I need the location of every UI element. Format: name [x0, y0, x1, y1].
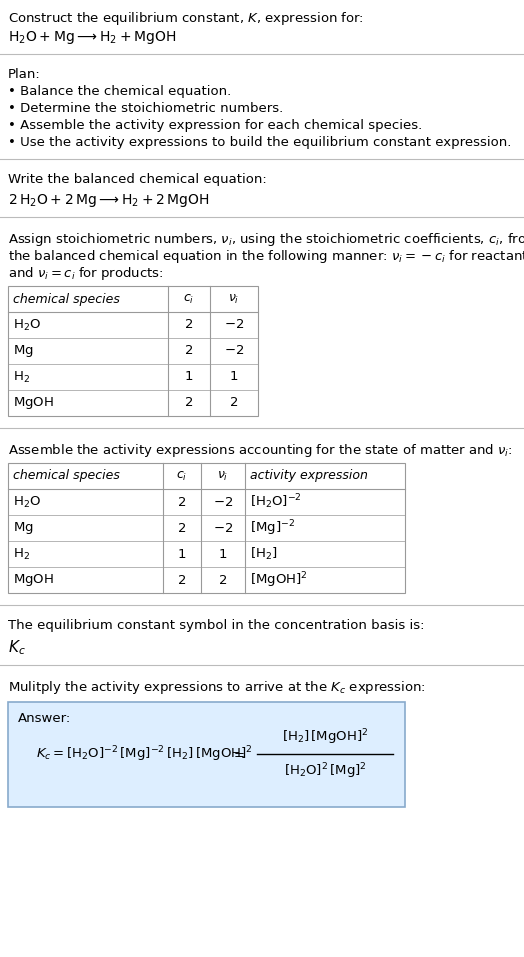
Text: $\mathrm{H_2O}$: $\mathrm{H_2O}$ [13, 318, 41, 332]
Text: $\mathrm{MgOH}$: $\mathrm{MgOH}$ [13, 572, 54, 588]
Text: Mulitply the activity expressions to arrive at the $K_c$ expression:: Mulitply the activity expressions to arr… [8, 679, 426, 696]
Text: $\mathrm{MgOH}$: $\mathrm{MgOH}$ [13, 395, 54, 411]
Text: 1: 1 [219, 547, 227, 561]
FancyBboxPatch shape [8, 702, 405, 807]
Text: Write the balanced chemical equation:: Write the balanced chemical equation: [8, 173, 267, 186]
Text: 1: 1 [185, 370, 193, 384]
Text: chemical species: chemical species [13, 470, 120, 482]
Text: the balanced chemical equation in the following manner: $\nu_i = -c_i$ for react: the balanced chemical equation in the fo… [8, 248, 524, 265]
Text: • Use the activity expressions to build the equilibrium constant expression.: • Use the activity expressions to build … [8, 136, 511, 149]
Text: $\mathrm{H_2O + Mg \longrightarrow H_2 + MgOH}$: $\mathrm{H_2O + Mg \longrightarrow H_2 +… [8, 29, 176, 46]
Text: $-2$: $-2$ [224, 345, 244, 358]
Text: $\mathrm{H_2}$: $\mathrm{H_2}$ [13, 369, 30, 385]
Text: The equilibrium constant symbol in the concentration basis is:: The equilibrium constant symbol in the c… [8, 619, 424, 632]
Text: $-2$: $-2$ [213, 522, 233, 535]
Text: $\nu_i$: $\nu_i$ [228, 293, 239, 305]
Text: 2: 2 [185, 396, 193, 410]
Text: 1: 1 [178, 547, 186, 561]
Text: and $\nu_i = c_i$ for products:: and $\nu_i = c_i$ for products: [8, 265, 163, 282]
Text: Answer:: Answer: [18, 712, 71, 725]
Text: $c_i$: $c_i$ [183, 293, 194, 305]
Text: Assign stoichiometric numbers, $\nu_i$, using the stoichiometric coefficients, $: Assign stoichiometric numbers, $\nu_i$, … [8, 231, 524, 248]
Text: $-2$: $-2$ [213, 496, 233, 508]
Text: $\mathrm{H_2}$: $\mathrm{H_2}$ [13, 546, 30, 562]
Text: $c_i$: $c_i$ [177, 470, 188, 482]
Text: $[\mathrm{Mg}]^{-2}$: $[\mathrm{Mg}]^{-2}$ [250, 518, 295, 538]
Text: $[\mathrm{H_2O}]^2\,[\mathrm{Mg}]^2$: $[\mathrm{H_2O}]^2\,[\mathrm{Mg}]^2$ [283, 761, 366, 781]
Text: $\mathrm{H_2O}$: $\mathrm{H_2O}$ [13, 495, 41, 509]
Text: 2: 2 [230, 396, 238, 410]
Text: Assemble the activity expressions accounting for the state of matter and $\nu_i$: Assemble the activity expressions accoun… [8, 442, 512, 459]
Text: 2: 2 [178, 573, 186, 587]
Text: 1: 1 [230, 370, 238, 384]
Text: $[\mathrm{H_2}]\,[\mathrm{MgOH}]^2$: $[\mathrm{H_2}]\,[\mathrm{MgOH}]^2$ [282, 727, 368, 746]
Text: 2: 2 [219, 573, 227, 587]
Text: 2: 2 [178, 522, 186, 535]
Text: $\mathrm{2\,H_2O + 2\,Mg \longrightarrow H_2 + 2\,MgOH}$: $\mathrm{2\,H_2O + 2\,Mg \longrightarrow… [8, 192, 210, 209]
Text: $[\mathrm{MgOH}]^2$: $[\mathrm{MgOH}]^2$ [250, 570, 308, 590]
Text: Plan:: Plan: [8, 68, 41, 81]
Text: $\mathrm{Mg}$: $\mathrm{Mg}$ [13, 343, 34, 359]
Text: chemical species: chemical species [13, 293, 120, 305]
Bar [8, 286, 258, 416]
Text: • Determine the stoichiometric numbers.: • Determine the stoichiometric numbers. [8, 102, 283, 115]
Text: $-2$: $-2$ [224, 319, 244, 331]
Text: $K_c = [\mathrm{H_2O}]^{-2}\,[\mathrm{Mg}]^{-2}\,[\mathrm{H_2}]\,[\mathrm{MgOH}]: $K_c = [\mathrm{H_2O}]^{-2}\,[\mathrm{Mg… [36, 745, 253, 764]
Text: • Assemble the activity expression for each chemical species.: • Assemble the activity expression for e… [8, 119, 422, 132]
Text: 2: 2 [185, 319, 193, 331]
Text: 2: 2 [185, 345, 193, 358]
Text: Construct the equilibrium constant, $K$, expression for:: Construct the equilibrium constant, $K$,… [8, 10, 364, 27]
Text: • Balance the chemical equation.: • Balance the chemical equation. [8, 85, 231, 98]
Text: $=$: $=$ [231, 747, 245, 761]
Text: $K_c$: $K_c$ [8, 638, 26, 657]
Text: activity expression: activity expression [250, 470, 368, 482]
Text: $\mathrm{Mg}$: $\mathrm{Mg}$ [13, 520, 34, 536]
Text: $[\mathrm{H_2}]$: $[\mathrm{H_2}]$ [250, 545, 278, 562]
Text: 2: 2 [178, 496, 186, 508]
Text: $\nu_i$: $\nu_i$ [217, 470, 228, 482]
Text: $[\mathrm{H_2O}]^{-2}$: $[\mathrm{H_2O}]^{-2}$ [250, 493, 302, 511]
Bar [8, 463, 405, 593]
